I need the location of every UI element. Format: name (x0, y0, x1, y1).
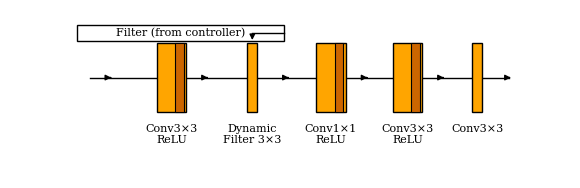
Bar (411, 43, 419, 112)
Text: Conv1×1
ReLU: Conv1×1 ReLU (305, 124, 357, 146)
Bar (335, 43, 343, 112)
Text: Filter (from controller): Filter (from controller) (116, 27, 245, 38)
Text: Conv3×3
ReLU: Conv3×3 ReLU (145, 124, 198, 146)
Bar (247, 43, 258, 112)
Bar (157, 43, 186, 112)
Bar (472, 43, 482, 112)
Bar (175, 43, 183, 112)
Bar (316, 43, 346, 112)
FancyBboxPatch shape (77, 25, 284, 41)
Text: Dynamic
Filter 3×3: Dynamic Filter 3×3 (223, 124, 281, 146)
Text: Conv3×3
ReLU: Conv3×3 ReLU (381, 124, 433, 146)
Bar (393, 43, 422, 112)
Text: Conv3×3: Conv3×3 (451, 124, 503, 134)
